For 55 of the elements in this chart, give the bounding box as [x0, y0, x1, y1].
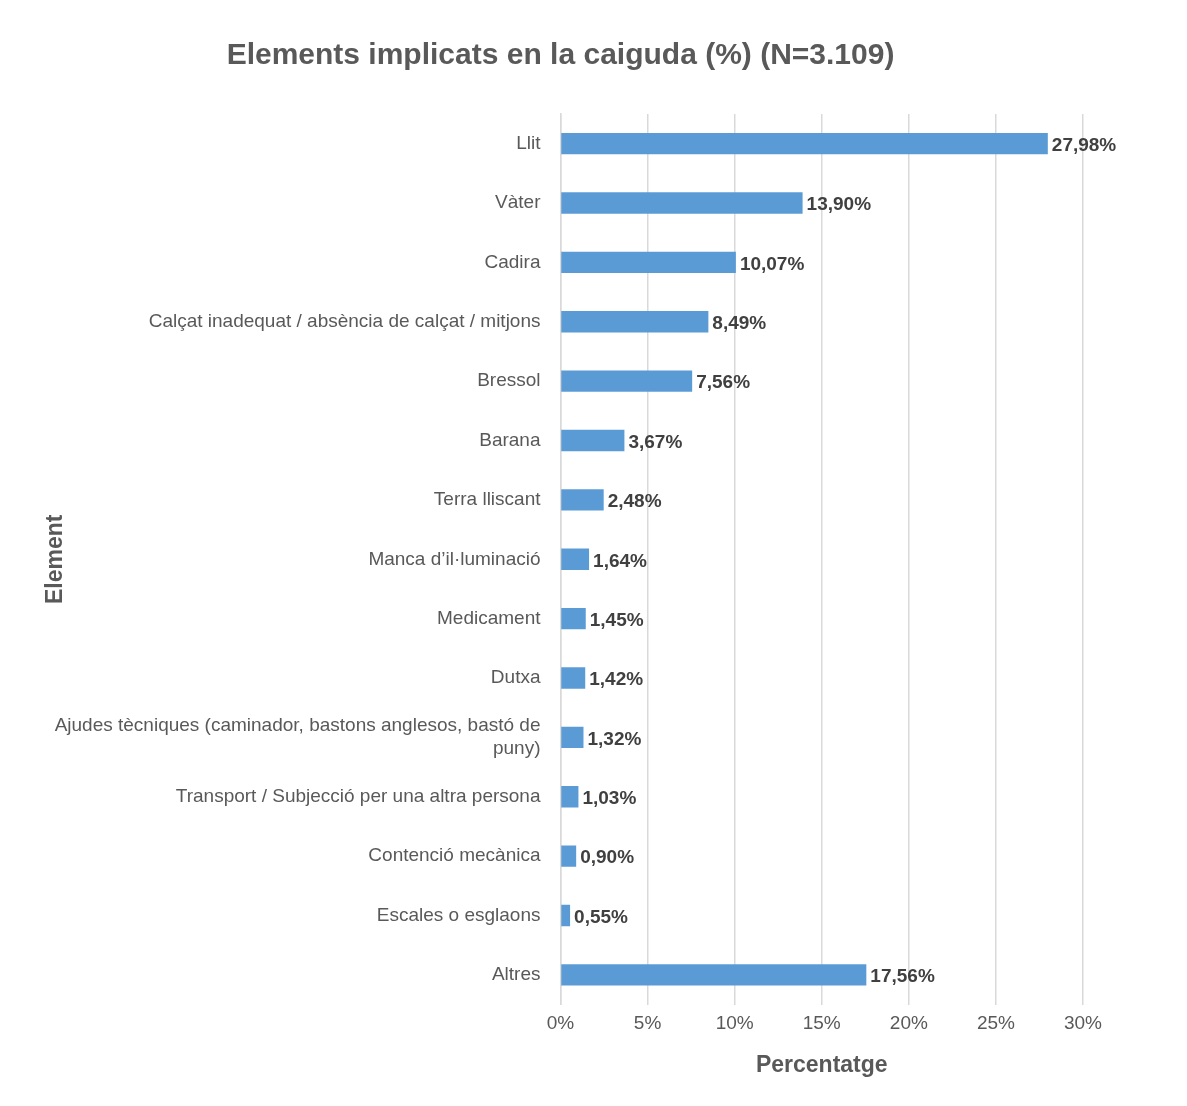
x-tick-label: 30% [1063, 1012, 1103, 1034]
data-label: 17,56% [870, 965, 935, 987]
y-tick-label: Terra lliscant [433, 488, 542, 510]
y-tick-label: Manca d’il·luminació [368, 547, 541, 569]
chart-title: Elements implicats en la caiguda (%) (N=3.109) [226, 37, 895, 71]
x-tick-label: 20% [889, 1012, 928, 1034]
y-tick-label: Ajudes tècniques (caminador, bastons anglesos, bastó de puny) [54, 714, 541, 759]
y-tick-label: Escales o esglaons [376, 903, 541, 925]
data-label: 1,45% [589, 608, 644, 630]
bar [561, 311, 709, 333]
y-tick-label: Medicament [437, 606, 542, 628]
data-label: 8,49% [712, 312, 767, 334]
data-label: 1,42% [589, 668, 644, 690]
x-tick-label: 10% [715, 1012, 754, 1034]
bar [561, 904, 571, 927]
y-tick-label: Barana [479, 428, 541, 450]
y-tick-label: Contenció mecànica [368, 844, 541, 866]
bar [561, 192, 803, 214]
data-label: 2,48% [607, 490, 662, 512]
bar [561, 251, 736, 274]
data-label: 0,90% [580, 846, 635, 868]
y-tick-label: Transport / Subjecció per una altra persona [175, 785, 541, 807]
x-tick-label: 5% [633, 1012, 662, 1034]
y-tick-label: Altres [491, 963, 541, 985]
x-tick-label: 0% [546, 1012, 575, 1034]
y-tick-label: Llit [516, 131, 542, 153]
bar [561, 607, 586, 630]
data-label: 0,55% [574, 905, 629, 927]
x-tick-label: 25% [976, 1012, 1016, 1034]
data-label: 1,32% [587, 727, 642, 749]
x-tick-label: 15% [802, 1012, 841, 1034]
data-label: 13,90% [806, 193, 872, 215]
y-tick-label: Dutxa [490, 666, 541, 688]
data-label: 10,07% [739, 252, 805, 274]
data-label: 1,03% [582, 787, 637, 809]
bar [561, 786, 579, 808]
bar [561, 667, 586, 689]
y-tick-label: Vàter [495, 191, 542, 213]
y-tick-label: Calçat inadequat / absència de calçat / mitjons [148, 310, 541, 332]
data-label: 3,67% [628, 430, 683, 452]
bar [561, 964, 867, 986]
y-tick-label: Cadira [484, 250, 541, 272]
bar [561, 489, 604, 511]
data-label: 7,56% [696, 371, 751, 393]
y-tick-label: Bressol [477, 369, 541, 391]
bar [561, 429, 625, 452]
x-axis-title: Percentatge [755, 1050, 888, 1077]
bar [561, 370, 693, 392]
bar [561, 845, 577, 867]
data-label: 1,64% [593, 549, 648, 571]
bar [561, 133, 1048, 155]
data-label: 27,98% [1051, 133, 1117, 155]
bar [561, 548, 590, 570]
bar [561, 726, 584, 749]
y-axis-title: Element [41, 514, 68, 605]
